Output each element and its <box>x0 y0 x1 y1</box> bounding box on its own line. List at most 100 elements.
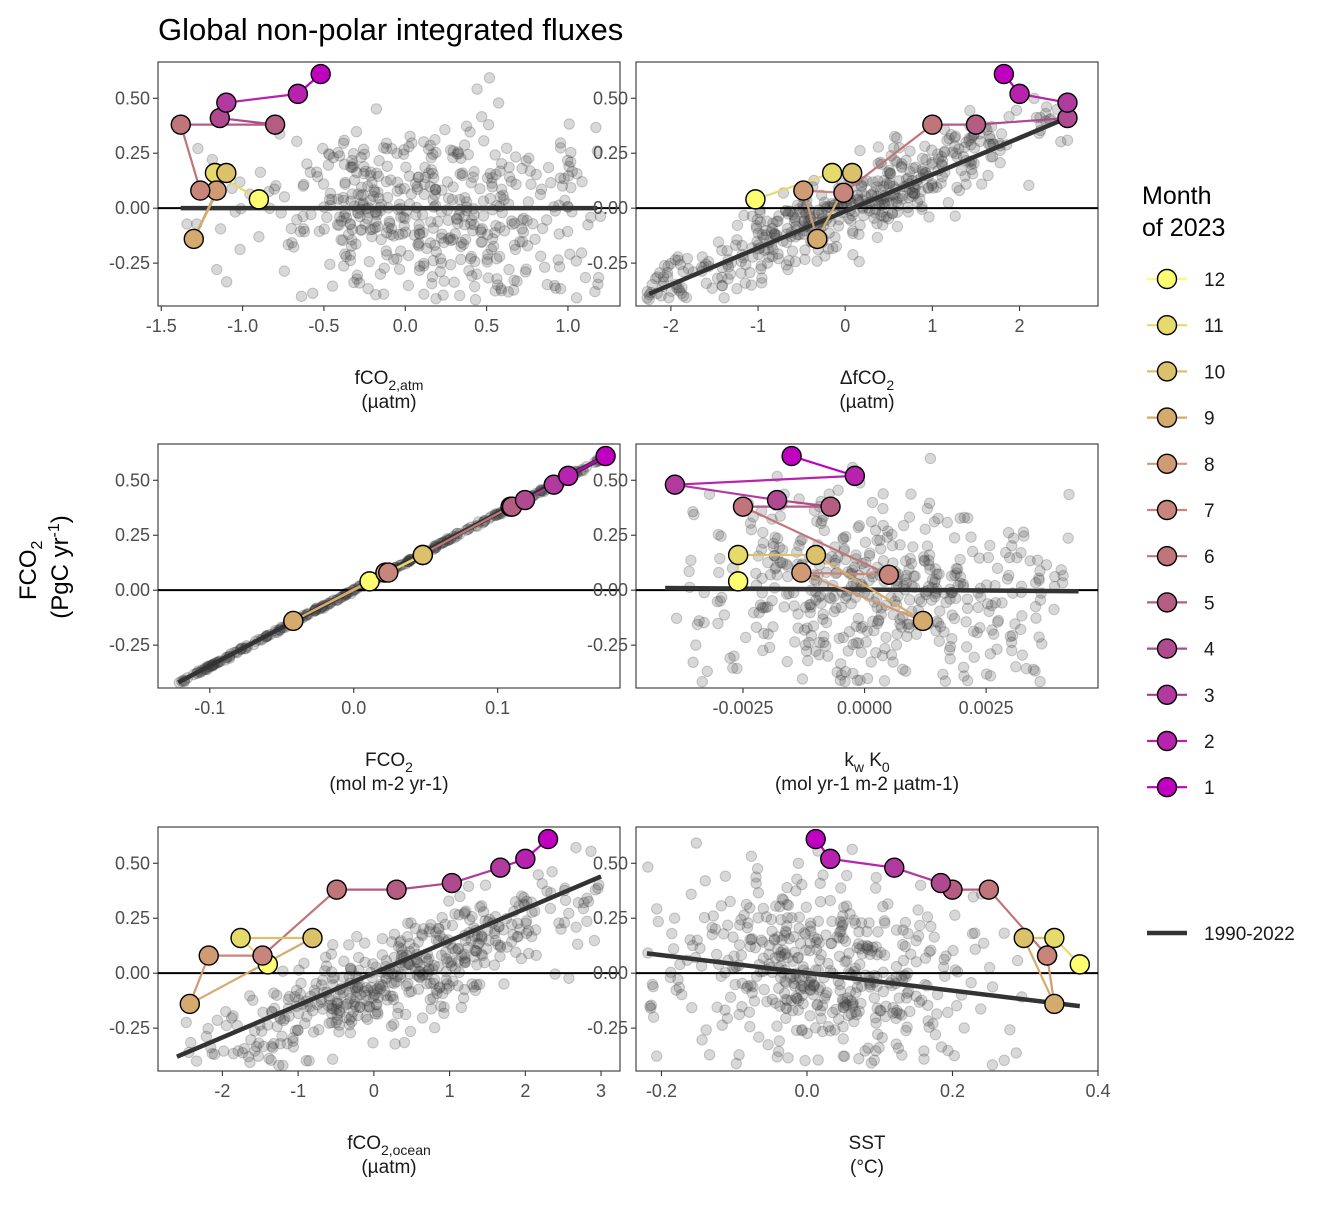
background-point <box>1017 526 1030 538</box>
background-point <box>747 606 760 619</box>
background-point <box>736 977 748 990</box>
background-point <box>714 595 726 607</box>
background-point <box>852 612 865 625</box>
background-point <box>403 986 415 998</box>
background-point <box>890 196 903 208</box>
background-point <box>897 924 909 936</box>
background-point <box>1061 134 1074 146</box>
background-point <box>439 123 451 136</box>
background-point <box>475 933 488 945</box>
background-point <box>801 1027 813 1040</box>
background-point <box>870 871 882 884</box>
background-point <box>861 625 873 637</box>
background-point <box>276 1030 288 1042</box>
background-point <box>546 866 558 878</box>
background-point <box>699 875 711 887</box>
background-point <box>1001 573 1014 585</box>
background-point <box>444 232 456 244</box>
x-axis-units: (µatm) <box>361 1157 416 1178</box>
background-point <box>344 1027 357 1039</box>
background-point <box>554 283 567 295</box>
background-point <box>986 1059 999 1071</box>
background-point <box>934 605 946 617</box>
background-point <box>949 130 962 142</box>
background-point <box>851 981 864 994</box>
background-point <box>848 914 860 926</box>
month-path-segment <box>674 483 778 502</box>
background-point <box>766 594 778 607</box>
background-point <box>468 165 480 178</box>
background-point <box>346 223 358 236</box>
background-point <box>757 902 770 915</box>
background-point <box>414 959 426 971</box>
background-point <box>781 912 794 924</box>
background-point <box>829 231 841 243</box>
background-point <box>794 983 807 996</box>
background-point <box>766 222 778 235</box>
background-point <box>731 234 743 246</box>
background-point <box>550 282 562 294</box>
background-point <box>681 252 694 265</box>
background-point <box>792 1004 804 1016</box>
background-point <box>842 645 854 657</box>
background-point <box>727 662 739 674</box>
background-point <box>475 226 487 238</box>
plot-area <box>158 63 620 306</box>
month-point-9 <box>183 228 204 250</box>
background-point <box>781 881 793 894</box>
background-point <box>792 608 804 620</box>
background-point <box>761 601 774 613</box>
background-point <box>466 978 478 990</box>
background-point <box>459 956 471 969</box>
background-point <box>846 843 858 855</box>
background-point <box>473 978 486 991</box>
background-point <box>938 953 950 966</box>
background-point <box>220 276 233 288</box>
background-point <box>535 183 548 195</box>
background-point <box>966 927 979 940</box>
background-point <box>349 996 361 1008</box>
background-point <box>519 266 532 278</box>
background-point <box>265 1040 278 1052</box>
background-point <box>337 1000 349 1013</box>
background-point <box>672 254 684 266</box>
x-tick-label: 1 <box>445 1081 455 1101</box>
background-point <box>744 933 756 946</box>
background-point <box>355 181 368 193</box>
background-point <box>793 539 805 552</box>
background-point <box>972 601 984 614</box>
background-point <box>777 944 790 956</box>
x-axis-title: ΔfCO2 <box>840 368 894 393</box>
background-point <box>369 186 381 198</box>
background-point <box>391 176 404 189</box>
background-point <box>376 949 388 961</box>
background-point <box>428 977 440 990</box>
background-point <box>478 135 490 147</box>
background-point <box>464 126 476 138</box>
background-point <box>902 206 915 218</box>
background-point <box>686 1001 698 1014</box>
background-point <box>813 954 826 966</box>
background-point <box>814 896 827 908</box>
background-point <box>338 210 350 222</box>
x-tick-label: 1 <box>927 316 937 336</box>
background-point <box>387 253 400 266</box>
background-point <box>951 563 964 575</box>
background-point <box>922 181 934 194</box>
background-point <box>482 248 494 261</box>
background-point <box>844 986 857 998</box>
background-point <box>416 928 428 940</box>
background-point <box>256 1025 268 1037</box>
background-point <box>214 223 227 235</box>
background-point <box>781 655 793 668</box>
background-point <box>783 932 796 945</box>
background-point <box>367 1037 379 1049</box>
background-point <box>983 961 996 974</box>
background-point <box>687 505 699 518</box>
background-point <box>890 639 903 651</box>
background-point <box>460 905 472 917</box>
y-tick-label: -0.25 <box>587 253 628 273</box>
background-point <box>299 1017 311 1030</box>
background-point <box>354 1001 366 1013</box>
background-point <box>711 272 724 285</box>
